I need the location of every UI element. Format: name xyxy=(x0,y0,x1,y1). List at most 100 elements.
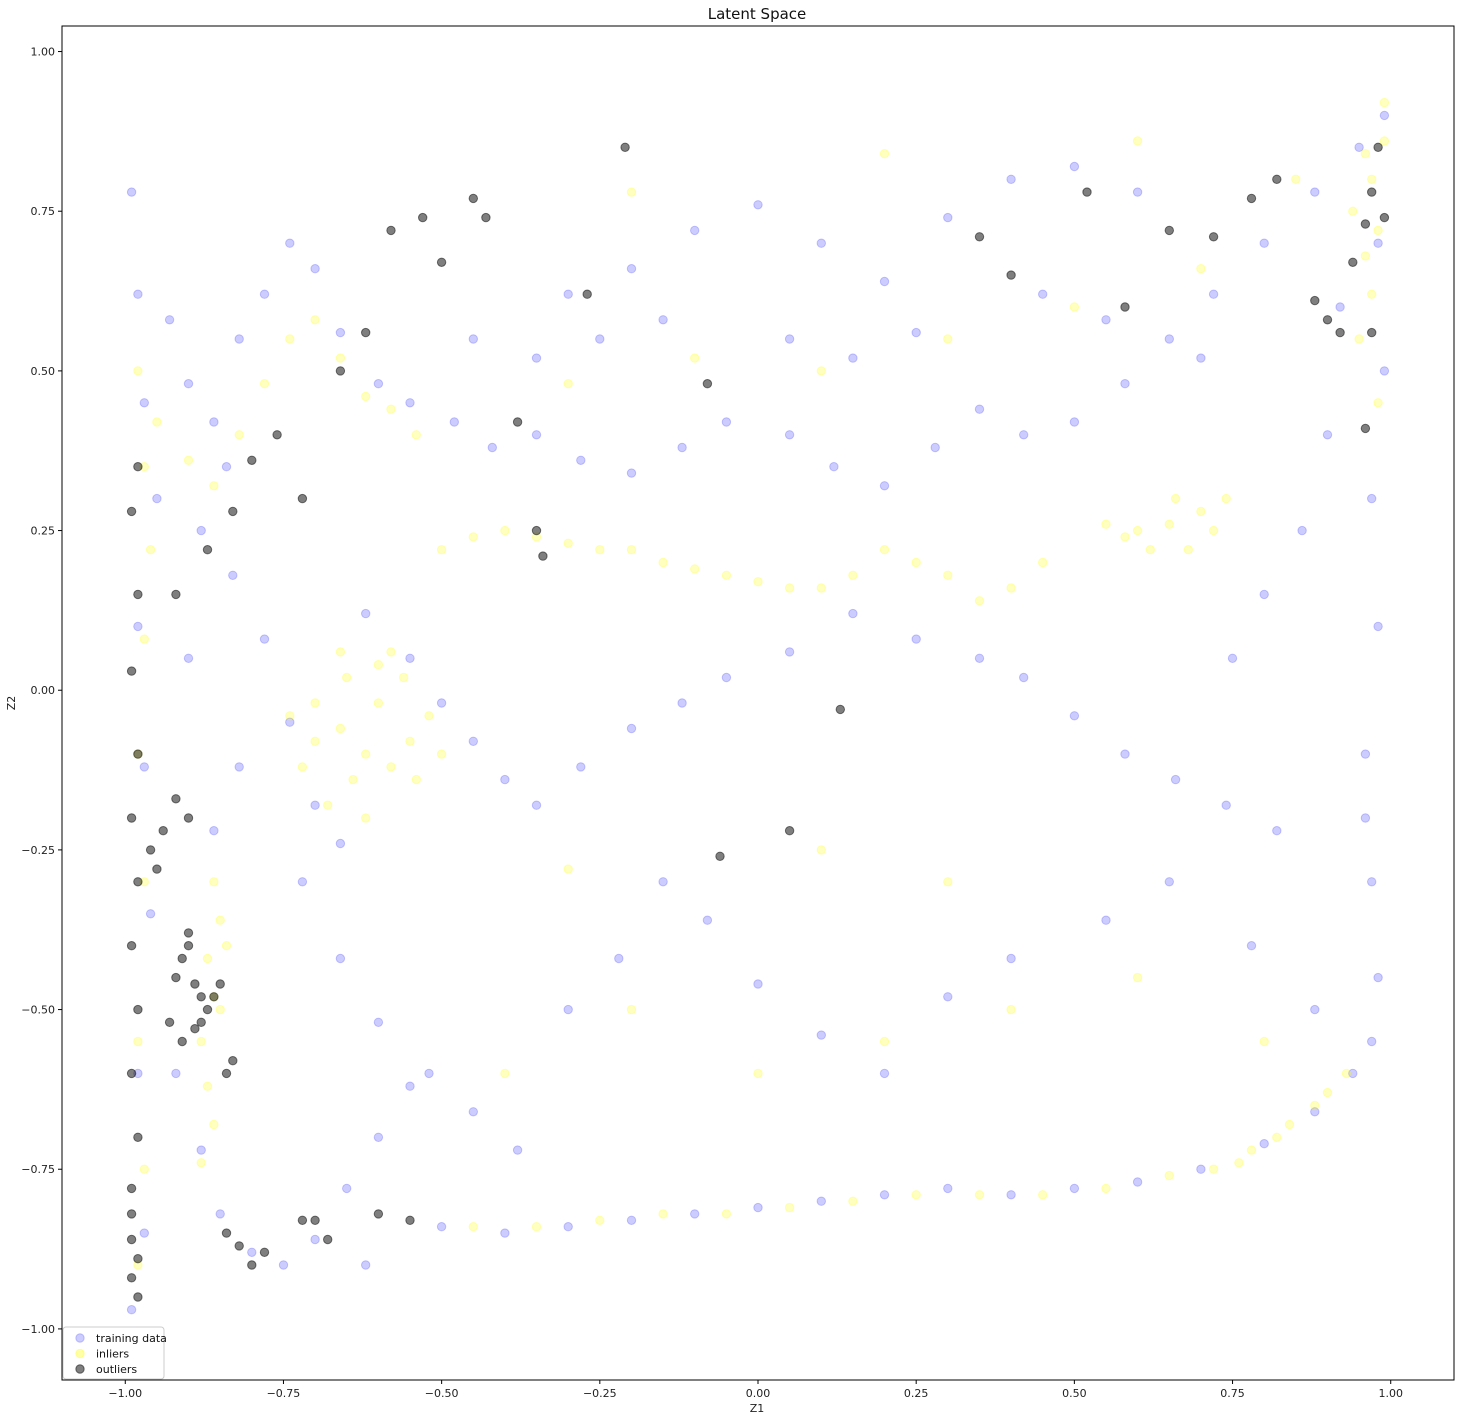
scatter-point xyxy=(1208,232,1219,242)
scatter-point xyxy=(1132,1177,1143,1187)
scatter-point xyxy=(911,1190,921,1200)
scatter-point xyxy=(272,430,282,440)
scatter-point xyxy=(1373,972,1383,983)
scatter-point xyxy=(1038,1190,1048,1200)
scatter-point xyxy=(531,525,542,536)
scatter-point xyxy=(449,417,459,427)
scatter-point xyxy=(259,634,270,644)
scatter-point xyxy=(1132,187,1143,197)
scatter-point xyxy=(221,462,232,472)
scatter-point xyxy=(1379,136,1390,146)
scatter-point xyxy=(1196,353,1206,363)
scatter-point xyxy=(285,717,295,727)
scatter-point xyxy=(1120,302,1130,312)
scatter-point xyxy=(1006,583,1016,593)
scatter-point xyxy=(1183,545,1194,555)
scatter-point xyxy=(1354,142,1364,153)
scatter-point xyxy=(234,1241,244,1251)
series-layer xyxy=(126,97,1390,1315)
legend-marker xyxy=(75,1364,85,1374)
scatter-point xyxy=(614,953,624,964)
scatter-point xyxy=(278,1260,289,1270)
scatter-point xyxy=(879,1190,890,1200)
scatter-point xyxy=(126,941,137,951)
scatter-point xyxy=(152,417,162,427)
scatter-point xyxy=(310,800,320,810)
scatter-point xyxy=(1367,327,1377,338)
scatter-point xyxy=(190,979,200,989)
scatter-point xyxy=(386,404,396,414)
scatter-point xyxy=(436,545,447,555)
scatter-point xyxy=(202,1004,213,1015)
scatter-point xyxy=(690,564,700,574)
scatter-point xyxy=(361,391,371,402)
scatter-point xyxy=(259,379,270,389)
legend-label: inliers xyxy=(96,1348,129,1361)
scatter-point xyxy=(1196,506,1206,517)
scatter-point xyxy=(1360,251,1371,261)
scatter-point xyxy=(595,334,605,344)
scatter-point xyxy=(576,455,586,465)
scatter-point xyxy=(943,877,953,887)
legend-label: training data xyxy=(96,1332,167,1345)
y-tick-label: −0.75 xyxy=(21,1163,55,1176)
scatter-point xyxy=(974,1190,985,1200)
x-tick-label: −0.50 xyxy=(425,1387,459,1400)
scatter-point xyxy=(1335,327,1345,338)
scatter-point xyxy=(1259,1139,1269,1149)
scatter-point xyxy=(848,570,858,580)
scatter-point xyxy=(911,634,921,644)
scatter-point xyxy=(1379,366,1390,376)
scatter-point xyxy=(531,430,542,440)
scatter-point xyxy=(816,366,826,376)
scatter-point xyxy=(373,1017,384,1027)
scatter-point xyxy=(1145,545,1156,555)
scatter-point xyxy=(335,838,346,849)
scatter-point xyxy=(373,379,384,389)
scatter-point xyxy=(829,462,839,472)
scatter-point xyxy=(133,589,143,600)
scatter-point xyxy=(702,915,713,925)
scatter-point xyxy=(411,774,421,785)
scatter-point xyxy=(753,1202,763,1213)
scatter-point xyxy=(209,826,219,836)
scatter-point xyxy=(1272,1132,1282,1143)
scatter-point xyxy=(215,979,225,989)
scatter-point xyxy=(1360,813,1371,823)
series-outliers xyxy=(126,142,1390,1302)
scatter-point xyxy=(126,666,137,676)
scatter-point xyxy=(133,1132,143,1143)
scatter-point xyxy=(133,366,143,376)
scatter-point xyxy=(1196,264,1206,274)
scatter-point xyxy=(702,379,713,389)
scatter-point xyxy=(209,417,219,427)
scatter-point xyxy=(582,289,592,299)
scatter-point xyxy=(436,698,447,708)
series-inliers xyxy=(133,97,1390,1270)
scatter-point xyxy=(500,1228,510,1238)
scatter-point xyxy=(126,813,137,823)
y-axis-label: Z2 xyxy=(5,696,18,711)
chart-title: Latent Space xyxy=(708,5,807,23)
scatter-point xyxy=(1379,212,1390,223)
scatter-point xyxy=(190,1024,200,1034)
scatter-point xyxy=(563,1004,573,1015)
scatter-point xyxy=(626,264,637,274)
scatter-point xyxy=(1019,430,1029,440)
scatter-point xyxy=(879,1068,890,1079)
scatter-point xyxy=(297,762,308,772)
scatter-point xyxy=(373,698,384,708)
legend-marker xyxy=(75,1333,85,1343)
scatter-point xyxy=(373,660,384,670)
scatter-point xyxy=(139,1228,150,1238)
scatter-point xyxy=(1373,225,1383,236)
x-tick-label: 0.00 xyxy=(746,1387,771,1400)
scatter-point xyxy=(626,187,637,197)
scatter-point xyxy=(126,1183,137,1194)
y-axis: 1.00 0.75 0.50 0.25 0.00 −0.25 −0.50 −0.75 −1.00 xyxy=(21,46,62,1336)
scatter-point xyxy=(930,442,940,453)
scatter-point xyxy=(1322,1087,1333,1098)
scatter-point xyxy=(1367,1036,1377,1047)
scatter-point xyxy=(361,608,371,619)
